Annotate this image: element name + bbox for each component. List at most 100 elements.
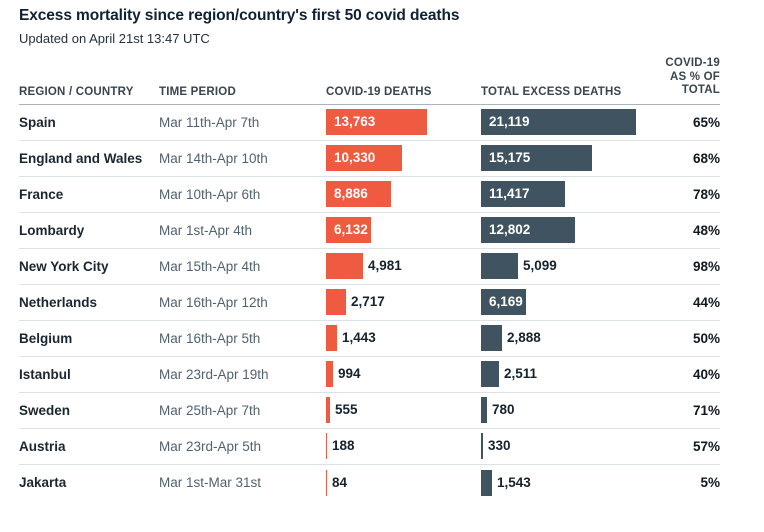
header-covid-deaths: COVID-19 DEATHS [326, 85, 432, 98]
time-period: Mar 23rd-Apr 5th [159, 438, 262, 454]
covid-deaths-bar [326, 325, 337, 351]
excess-deaths-value: 15,175 [489, 150, 531, 165]
region-name: Belgium [19, 330, 73, 346]
header-time-period: TIME PERIOD [159, 85, 236, 98]
time-period: Mar 1st-Apr 4th [159, 222, 253, 238]
excess-deaths-value: 2,511 [504, 366, 538, 381]
excess-deaths-cell: 2,511 [481, 356, 636, 392]
page-title: Excess mortality since region/country's … [19, 7, 460, 24]
table-row: Netherlands Mar 16th-Apr 12th 2,717 6,169 44… [19, 285, 720, 321]
covid-pct-of-total: 98% [692, 258, 720, 274]
time-period: Mar 11th-Apr 7th [159, 114, 260, 130]
covid-pct-of-total: 50% [692, 330, 720, 346]
covid-deaths-bar [326, 469, 327, 496]
covid-deaths-value: 555 [335, 402, 358, 417]
covid-deaths-bar [326, 433, 328, 459]
region-name: England and Wales [19, 150, 143, 166]
table-row: France Mar 10th-Apr 6th 8,886 11,417 78% [19, 177, 720, 213]
excess-deaths-bar [481, 145, 593, 171]
table-row: Spain Mar 11th-Apr 7th 13,763 21,119 65% [19, 105, 720, 141]
covid-deaths-bar [326, 217, 371, 243]
region-name: Istanbul [19, 366, 71, 382]
excess-deaths-value: 11,417 [489, 186, 530, 201]
header-pct-line-2: AS % OF [670, 70, 720, 83]
excess-deaths-bar [481, 433, 484, 459]
header-covid-pct-of-total: COVID-19 AS % OF TOTAL [636, 57, 720, 98]
excess-deaths-bar [481, 289, 527, 315]
covid-deaths-bar [326, 181, 392, 207]
excess-deaths-cell: 1,543 [481, 465, 636, 501]
covid-deaths-cell: 2,717 [326, 284, 481, 320]
covid-deaths-cell: 188 [326, 428, 481, 464]
covid-deaths-value: 8,886 [334, 186, 368, 201]
region-name: Sweden [19, 402, 71, 418]
covid-deaths-value: 994 [338, 366, 361, 381]
excess-deaths-bar [481, 253, 519, 279]
table-row: Jakarta Mar 1st-Mar 31st 84 1,543 5% [19, 465, 720, 501]
excess-deaths-value: 2,888 [507, 330, 541, 345]
covid-deaths-cell: 6,132 [326, 212, 481, 248]
table-header-row: REGION / COUNTRY TIME PERIOD COVID-19 DE… [19, 57, 720, 105]
excess-deaths-cell: 11,417 [481, 176, 636, 212]
covid-pct-of-total: 57% [692, 438, 720, 454]
excess-deaths-bar [481, 361, 500, 387]
header-pct-line-1: COVID-19 [665, 57, 720, 69]
excess-deaths-value: 12,802 [489, 222, 531, 237]
excess-deaths-value: 6,169 [489, 294, 523, 309]
table-row: Sweden Mar 25th-Apr 7th 555 780 71% [19, 393, 720, 429]
covid-deaths-cell: 4,981 [326, 248, 481, 284]
region-name: Spain [19, 114, 56, 130]
covid-deaths-value: 2,717 [351, 294, 385, 309]
region-name: Jakarta [19, 475, 67, 490]
covid-deaths-value: 4,981 [368, 258, 402, 273]
covid-pct-of-total: 78% [692, 186, 720, 202]
covid-deaths-cell: 10,330 [326, 140, 481, 176]
region-name: France [19, 186, 64, 202]
covid-deaths-value: 10,330 [334, 150, 376, 165]
covid-deaths-bar [326, 397, 331, 423]
covid-deaths-value: 84 [332, 474, 348, 490]
region-name: New York City [19, 258, 109, 274]
excess-deaths-cell: 21,119 [481, 104, 636, 140]
region-name: Lombardy [19, 222, 85, 238]
excess-deaths-cell: 5,099 [481, 248, 636, 284]
covid-deaths-cell: 994 [326, 356, 481, 392]
excess-deaths-cell: 6,169 [481, 284, 636, 320]
region-name: Austria [19, 438, 66, 454]
covid-deaths-bar [326, 109, 427, 135]
time-period: Mar 15th-Apr 4th [159, 258, 261, 274]
table-row: Istanbul Mar 23rd-Apr 19th 994 2,511 40% [19, 357, 720, 393]
excess-deaths-bar [481, 217, 575, 243]
time-period: Mar 25th-Apr 7th [159, 402, 261, 418]
covid-deaths-cell: 1,443 [326, 320, 481, 356]
covid-deaths-cell: 13,763 [326, 104, 481, 140]
table-body: Spain Mar 11th-Apr 7th 13,763 21,119 65% Engl… [19, 105, 720, 501]
chart-subtitle: Updated on April 21st 13:47 UTC [19, 31, 210, 46]
table-row: New York City Mar 15th-Apr 4th 4,981 5,099 9… [19, 249, 720, 285]
excess-deaths-value: 780 [492, 402, 515, 417]
table-row: England and Wales Mar 14th-Apr 10th 10,330… [19, 141, 720, 177]
time-period: Mar 1st-Mar 31st [159, 475, 262, 490]
covid-pct-of-total: 40% [692, 366, 720, 382]
covid-deaths-bar [326, 253, 363, 279]
covid-deaths-value: 1,443 [342, 330, 376, 345]
header-total-excess-deaths: TOTAL EXCESS DEATHS [481, 85, 622, 98]
covid-deaths-bar [326, 289, 346, 315]
chart-container: Excess mortality since region/country's … [19, 0, 720, 501]
excess-deaths-value: 330 [488, 438, 511, 453]
covid-pct-of-total: 48% [692, 222, 720, 238]
excess-deaths-bar [481, 181, 565, 207]
covid-pct-of-total: 68% [692, 150, 720, 166]
covid-pct-of-total: 65% [692, 114, 720, 130]
excess-deaths-bar [481, 397, 487, 423]
excess-deaths-bar [481, 325, 503, 351]
table-row: Austria Mar 23rd-Apr 5th 188 330 57% [19, 429, 720, 465]
time-period: Mar 16th-Apr 5th [159, 330, 261, 346]
time-period: Mar 23rd-Apr 19th [159, 366, 269, 382]
covid-deaths-value: 188 [332, 438, 355, 453]
excess-deaths-value: 21,119 [489, 114, 530, 129]
table-row: Lombardy Mar 1st-Apr 4th 6,132 12,802 48% [19, 213, 720, 249]
time-period: Mar 16th-Apr 12th [159, 294, 268, 310]
excess-deaths-bar [481, 109, 636, 135]
covid-deaths-value: 6,132 [334, 222, 368, 237]
